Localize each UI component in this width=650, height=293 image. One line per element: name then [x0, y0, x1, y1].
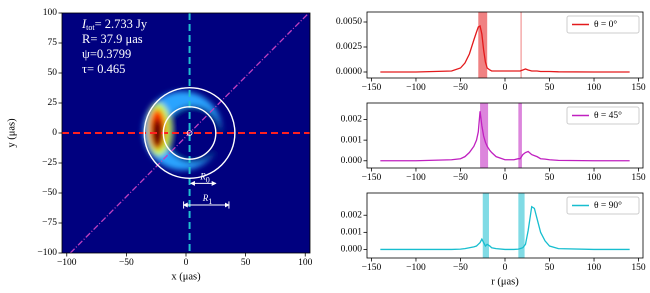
plot-area: [380, 193, 630, 258]
y-tick-label: 0.000: [341, 245, 363, 255]
y-tick-label: 0.001: [341, 135, 363, 145]
y-tick-label: 50: [48, 68, 58, 78]
y-tick-label: 75: [48, 38, 58, 48]
y-tick-label: 0.001: [341, 228, 363, 238]
y-tick-label: −25: [42, 158, 57, 168]
plot-area: [380, 12, 630, 78]
x-tick-label: 150: [631, 263, 646, 273]
line: [380, 111, 630, 162]
y-tick-label: 25: [48, 98, 58, 108]
span: [482, 193, 489, 258]
x-tick-label: 100: [298, 258, 313, 268]
ring: [143, 86, 236, 180]
legend-box: [566, 106, 640, 125]
x-axis-label: r (μas): [491, 276, 519, 287]
ring-label: R0: [199, 171, 210, 184]
x-tick-label: 0: [503, 173, 508, 183]
span: [520, 12, 522, 78]
x-axis-label: x (μas): [171, 271, 201, 282]
x-tick-label: −150: [362, 263, 382, 273]
emission: [143, 91, 222, 170]
x-tick-label: 100: [587, 173, 602, 183]
x-tick-label: 150: [631, 173, 646, 183]
symbol: R: [202, 193, 209, 203]
crescent: [152, 118, 163, 148]
x-tick-label: 50: [241, 258, 251, 268]
ring-label: R1: [202, 193, 213, 206]
y-tick-label: 0.002: [341, 210, 363, 220]
y-tick-label: 0.0025: [336, 42, 362, 52]
x-tick-label: 0: [503, 263, 508, 273]
y-tick-label: −100: [37, 248, 57, 258]
center: [186, 130, 193, 136]
legend-label: θ = 0°: [594, 19, 617, 30]
span: [518, 193, 525, 258]
x-tick-label: −50: [453, 263, 468, 273]
x-tick-label: 0: [184, 258, 189, 268]
x-tick-label: −150: [362, 83, 382, 93]
x-tick-label: 50: [545, 263, 555, 273]
x-tick-label: 100: [587, 263, 602, 273]
x-tick-label: 100: [587, 83, 602, 93]
x-tick-label: 50: [545, 83, 555, 93]
span: [518, 103, 522, 168]
x-tick-label: −100: [406, 263, 426, 273]
x-tick-label: 150: [631, 83, 646, 93]
annotation: R= 37.9 μas: [82, 32, 143, 46]
x-tick-label: −100: [406, 83, 426, 93]
cut-45: [69, 13, 310, 253]
x-tick-label: −100: [406, 173, 426, 183]
x-tick-label: 0: [503, 83, 508, 93]
subscript: tot: [86, 23, 95, 32]
x-tick-label: −50: [119, 258, 134, 268]
legend-box: [566, 15, 640, 34]
annotation: τ= 0.465: [82, 62, 125, 76]
y-tick-label: 0.0050: [336, 17, 362, 27]
subscript: 0: [206, 175, 210, 184]
x-tick-label: −100: [57, 258, 77, 268]
subscript: 1: [208, 197, 212, 206]
y-tick-label: 0: [52, 128, 57, 138]
annotation: ψ=0.3799: [82, 47, 131, 61]
legend-label: θ = 45°: [594, 110, 622, 121]
line: [380, 205, 630, 251]
y-tick-label: 0.000: [341, 156, 363, 166]
x-tick-label: −50: [453, 173, 468, 183]
legend-label: θ = 90°: [594, 200, 622, 211]
y-tick-label: 100: [43, 8, 58, 18]
y-tick-label: −75: [42, 218, 57, 228]
x-tick-label: −50: [453, 83, 468, 93]
symbol: I: [81, 17, 87, 31]
y-axis-label: y (μas): [6, 118, 17, 148]
annotation: Itot= 2.733 Jy: [81, 17, 148, 32]
x-tick-label: −150: [362, 173, 382, 183]
legend-box: [566, 196, 640, 215]
text: = 2.733 Jy: [95, 17, 148, 31]
y-tick-label: 0.002: [341, 115, 363, 125]
y-tick-label: 0.0000: [336, 67, 362, 77]
y-tick-label: −50: [42, 188, 57, 198]
plot-area: [380, 103, 630, 168]
x-tick-label: 50: [545, 173, 555, 183]
line: [380, 25, 630, 73]
symbol: R: [199, 171, 206, 181]
ring: [162, 106, 217, 160]
shadow: [164, 105, 222, 163]
image: [62, 13, 310, 253]
